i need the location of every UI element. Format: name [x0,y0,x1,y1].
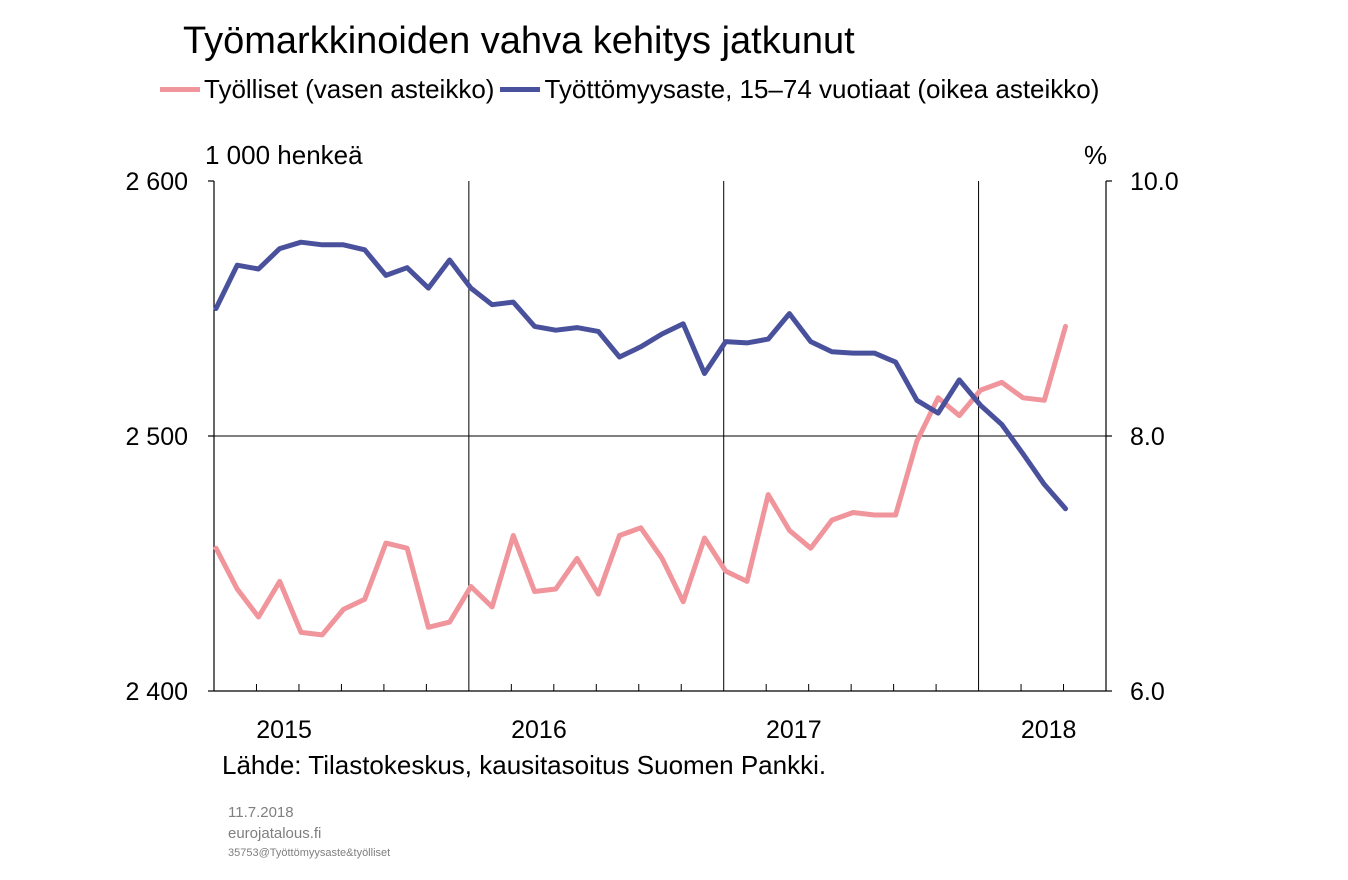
left-tick-label-1: 2 500 [125,423,188,451]
legend-swatch-unemployment [500,86,541,92]
legend: Työlliset (vasen asteikko) Työttömyysast… [160,72,1105,106]
axes [208,180,1112,692]
series-line-unemployment-rate [213,239,1068,512]
legend-label-unemployment: Työttömyysaste, 15–74 vuotiaat (oikea as… [544,73,1100,104]
right-axis-label: % [1084,140,1108,170]
series-lines [213,239,1068,638]
right-tick-label-2: 10.0 [1130,168,1179,196]
footer-code: 35753@Työttömyysaste&työlliset [228,847,391,859]
x-tick-label-2018: 2018 [1021,716,1077,744]
left-axis-label: 1 000 henkeä [205,140,363,170]
footer-date: 11.7.2018 [228,804,294,821]
series-line-employed [213,323,1068,638]
grid-lines [214,181,1106,691]
footer-site: eurojatalous.fi [228,825,322,842]
left-tick-label-2: 2 600 [125,168,188,196]
legend-label-employed: Työlliset (vasen asteikko) [204,73,495,104]
legend-swatch-employed [160,86,200,92]
right-tick-label-1: 8.0 [1130,423,1165,451]
legend-item-unemployment: Työttömyysaste, 15–74 vuotiaat (oikea as… [500,74,1099,105]
chart-title: Työmarkkinoiden vahva kehitys jatkunut [183,20,855,62]
x-tick-label-2017: 2017 [766,716,822,744]
x-tick-label-2015: 2015 [256,716,312,744]
tick-labels: 2 400 2 500 2 600 6.0 8.0 10.0 2015 2016 2017 201… [125,168,1178,744]
x-tick-label-2016: 2016 [511,716,567,744]
left-tick-label-0: 2 400 [125,678,188,706]
source-note: Lähde: Tilastokeskus, kausitasoitus Suom… [222,750,827,780]
legend-item-employed: Työlliset (vasen asteikko) [160,74,494,105]
right-tick-label-0: 6.0 [1130,678,1165,706]
